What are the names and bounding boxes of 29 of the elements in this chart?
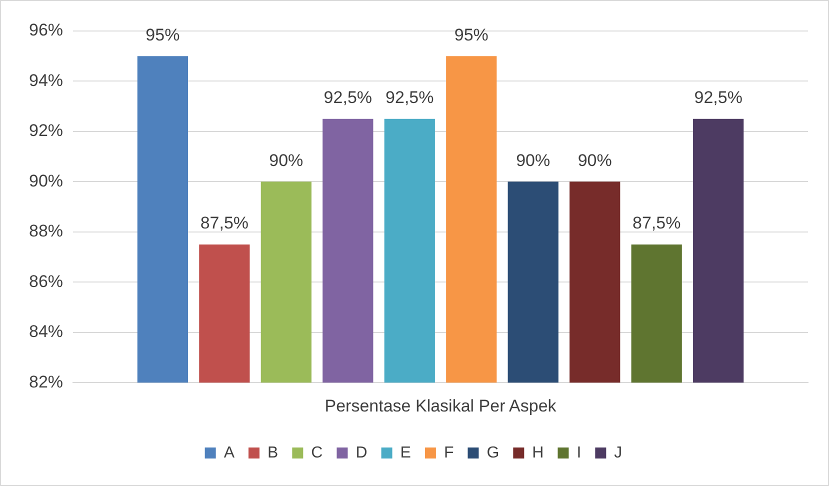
y-tick-label: 86% xyxy=(28,272,64,291)
x-tick-label: Persentase Klasikal Per Aspek xyxy=(324,396,557,416)
y-tick-label: 94% xyxy=(28,70,64,90)
legend-label: J xyxy=(614,444,622,462)
data-label: 95% xyxy=(454,25,488,44)
data-label: 90% xyxy=(578,150,612,170)
data-label: 95% xyxy=(146,25,180,44)
data-label: 90% xyxy=(269,150,304,170)
data-label: 87,5% xyxy=(200,214,249,233)
data-label: 92,5% xyxy=(386,88,434,108)
legend-label: E xyxy=(400,444,411,462)
legend-label: F xyxy=(444,444,454,462)
data-label: 92,5% xyxy=(694,88,742,108)
y-tick-label: 82% xyxy=(28,372,64,392)
legend-label: C xyxy=(311,444,323,462)
legend-label: B xyxy=(268,444,278,462)
y-tick-label: 92% xyxy=(28,121,64,140)
data-label: 92,5% xyxy=(324,88,372,108)
y-tick-label: 90% xyxy=(28,171,64,190)
y-tick-label: 96% xyxy=(28,20,64,40)
y-tick-label: 84% xyxy=(28,322,64,342)
legend-label: H xyxy=(532,444,544,462)
y-tick-label: 88% xyxy=(28,222,64,241)
legend-label: D xyxy=(356,444,368,462)
data-label: 90% xyxy=(516,150,550,170)
legend-label: I xyxy=(576,444,582,462)
legend-label: A xyxy=(224,444,235,462)
legend-label: G xyxy=(486,444,500,462)
data-label: 87,5% xyxy=(632,214,681,233)
